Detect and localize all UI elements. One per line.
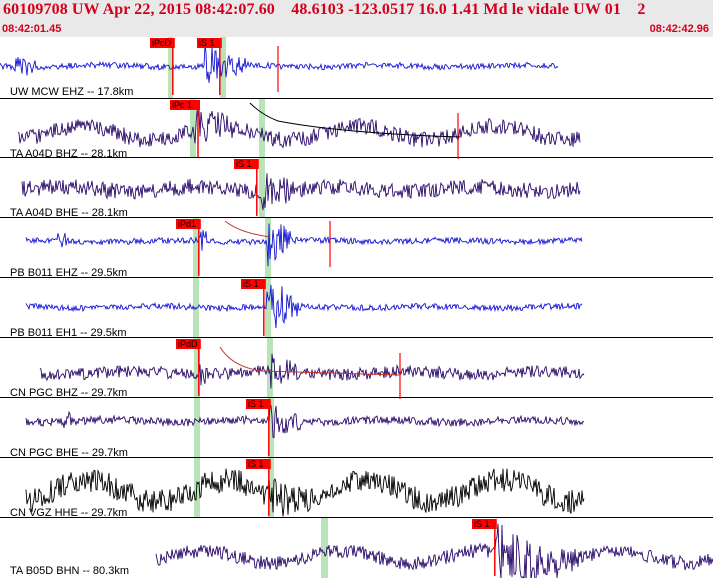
theoretical-curves — [219, 102, 461, 376]
pick-label: iS 1 — [236, 159, 252, 169]
phase-pick[interactable]: iPcD — [150, 38, 175, 95]
pick-flag[interactable] — [241, 279, 266, 289]
seismogram-panel[interactable]: iPcD iS 1 iPc 1 iS 1 iPd1 iS 1 iPdD iS 1 iS 1 iS … — [0, 37, 713, 578]
waveform-trace — [0, 44, 559, 83]
phase-pick[interactable]: iPdD — [176, 339, 201, 396]
channel-label: UW MCW EHZ -- 17.8km — [10, 86, 133, 98]
waveform-trace — [25, 284, 583, 329]
pick-label: iPcD — [152, 38, 172, 48]
pick-label: iS 1 — [199, 38, 215, 48]
pick-flag[interactable] — [170, 100, 200, 110]
pick-markers[interactable]: iPcD iS 1 iPc 1 iS 1 iPd1 iS 1 iPdD iS 1 iS 1 iS … — [150, 38, 497, 576]
row-separators — [0, 98, 713, 518]
phase-pick[interactable]: iS 1 — [472, 519, 497, 576]
end-time: 08:42:42.96 — [649, 23, 709, 35]
pick-flag[interactable] — [150, 38, 175, 48]
channel-label: TA B05D BHN -- 80.3km — [10, 565, 129, 577]
pick-label: iS 1 — [248, 399, 264, 409]
channel-label: PB B011 EHZ -- 29.5km — [10, 267, 127, 279]
event-title: 60109708 UW Apr 22, 2015 08:42:07.60 48.… — [3, 1, 646, 18]
waveform-trace — [155, 523, 713, 578]
waveform-trace — [17, 110, 581, 149]
start-time: 08:42:01.45 — [2, 23, 62, 35]
pick-label: iS 1 — [243, 279, 259, 289]
waveform-trace — [21, 173, 581, 210]
pick-flag[interactable] — [246, 459, 271, 469]
phase-pick[interactable]: iS 1 — [246, 399, 271, 456]
pick-flag[interactable] — [234, 159, 259, 169]
pick-label: iS 1 — [248, 459, 264, 469]
phase-pick[interactable]: iS 1 — [246, 459, 271, 516]
waveform-trace — [39, 353, 585, 389]
channel-label: CN PGC BHE -- 29.7km — [10, 447, 128, 459]
phase-pick[interactable]: iPc 1 — [170, 100, 200, 157]
channel-label: CN PGC BHZ -- 29.7km — [10, 387, 127, 399]
phase-pick[interactable]: iS 1 — [241, 279, 266, 336]
waveform-trace — [25, 223, 583, 267]
waveform-traces — [0, 44, 713, 578]
event-header: 60109708 UW Apr 22, 2015 08:42:07.60 48.… — [0, 0, 713, 37]
pick-flag[interactable] — [176, 339, 201, 349]
channel-label: CN VGZ HHE -- 29.7km — [10, 507, 127, 519]
channel-label: PB B011 EH1 -- 29.5km — [10, 327, 127, 339]
pick-flag[interactable] — [197, 38, 222, 48]
pick-label: iPc 1 — [172, 100, 192, 110]
waveform-trace — [25, 404, 585, 439]
pick-label: iPd1 — [178, 219, 196, 229]
pick-label: iPdD — [178, 339, 198, 349]
pick-flag[interactable] — [176, 219, 201, 229]
pick-flag[interactable] — [246, 399, 271, 409]
phase-pick[interactable]: iS 1 — [234, 159, 259, 216]
waveform-trace — [25, 468, 585, 517]
channel-label: TA A04D BHZ -- 28.1km — [10, 148, 127, 160]
pick-flag[interactable] — [472, 519, 497, 529]
phase-pick[interactable]: iS 1 — [197, 38, 222, 95]
channel-label: TA A04D BHE -- 28.1km — [10, 207, 128, 219]
pick-label: iS 1 — [474, 519, 490, 529]
phase-pick[interactable]: iPd1 — [176, 219, 201, 276]
